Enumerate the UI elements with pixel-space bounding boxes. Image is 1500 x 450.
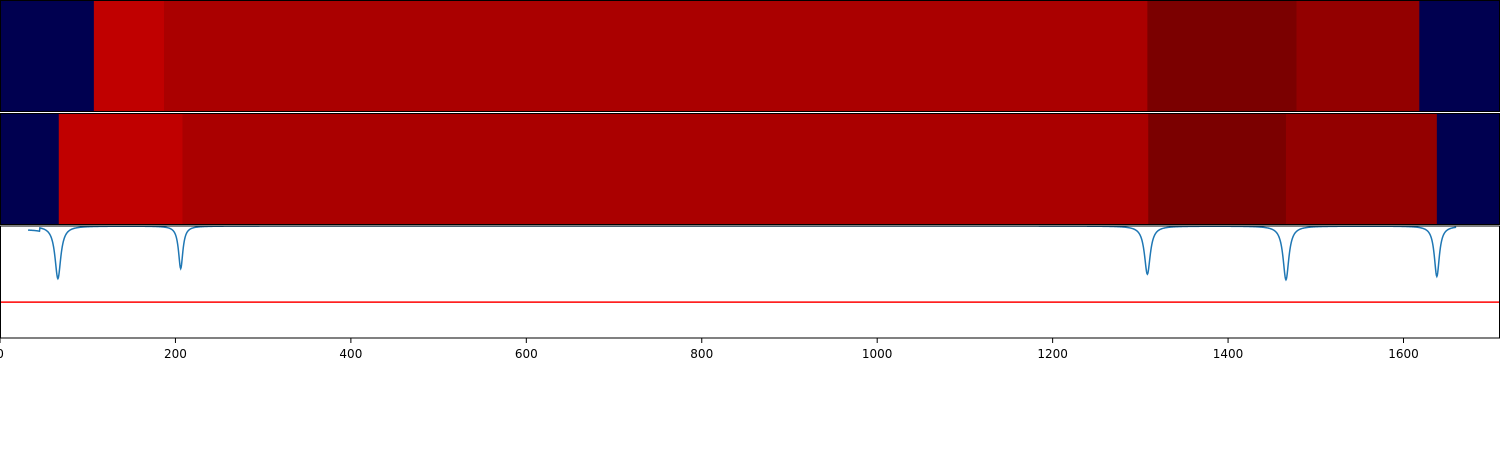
- x-tick-label-400: 400: [339, 347, 362, 361]
- heatmap-panel-middle: [0, 113, 1500, 225]
- heatmap-segment-0-3: [1147, 0, 1297, 112]
- x-axis: 0 200 400 600 800 1000 1200 1400 1600: [0, 338, 1419, 361]
- x-tick-label-800: 800: [690, 347, 713, 361]
- heatmap-segment-1-1: [58, 113, 183, 225]
- heatmap-segment-1-0: [0, 113, 60, 225]
- x-tick-label-1200: 1200: [1037, 347, 1068, 361]
- heatmap-segment-0-1: [93, 0, 165, 112]
- x-tick-label-1400: 1400: [1213, 347, 1244, 361]
- x-tick-label-600: 600: [515, 347, 538, 361]
- x-tick-label-1000: 1000: [862, 347, 893, 361]
- heatmap-segment-1-3: [1148, 113, 1287, 225]
- signal-panel-frame: [0, 225, 1500, 339]
- x-tick-label-200: 200: [164, 347, 187, 361]
- signal-line: [28, 226, 1457, 282]
- heatmap-segment-0-5: [1419, 0, 1500, 112]
- x-tick-label-0: 0: [0, 347, 4, 361]
- heatmap-segment-1-2: [182, 113, 1149, 225]
- heatmap-segment-0-0: [0, 0, 95, 112]
- heatmap-segment-1-4: [1285, 113, 1438, 225]
- heatmap-segment-0-2: [164, 0, 1148, 112]
- signal-panel: [0, 225, 1500, 339]
- heatmap-panel-top: [0, 0, 1500, 112]
- x-tick-label-1600: 1600: [1388, 347, 1419, 361]
- heatmap-row-top: [0, 0, 1500, 112]
- heatmap-row-middle: [0, 113, 1500, 225]
- heatmap-segment-0-4: [1296, 0, 1420, 112]
- heatmap-segment-1-5: [1436, 113, 1500, 225]
